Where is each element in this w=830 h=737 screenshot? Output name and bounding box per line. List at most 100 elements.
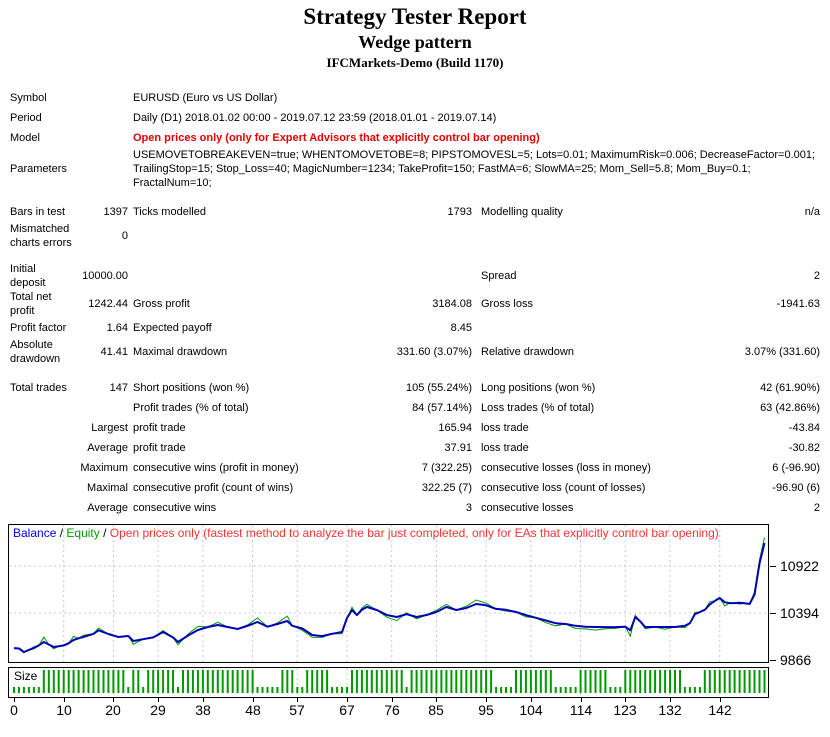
row-label: Total trades: [10, 382, 67, 394]
balance-equity-plot: [9, 525, 768, 662]
size-bar: [375, 670, 378, 693]
size-bar: [211, 670, 214, 693]
size-bar: [206, 670, 209, 693]
x-axis-label: 95: [478, 702, 494, 718]
table-group-gap: [0, 190, 830, 202]
size-bar: [261, 687, 264, 693]
row-label: Bars in test: [10, 206, 66, 218]
size-bar: [360, 670, 363, 693]
size-bar: [644, 670, 647, 693]
size-bar: [430, 670, 433, 693]
size-bar: [470, 670, 473, 693]
size-bar: [758, 670, 761, 693]
size-bar: [152, 670, 155, 693]
size-bar: [495, 687, 498, 693]
row-value-3: -43.84: [788, 422, 820, 434]
legend-separator: /: [56, 526, 67, 540]
report-title: Strategy Tester Report: [303, 4, 527, 29]
size-bar: [490, 670, 493, 693]
size-label: Size: [12, 669, 40, 683]
table-group-gap: [0, 366, 830, 378]
size-bar: [544, 670, 547, 693]
row-label-2: consecutive profit (count of wins): [133, 482, 294, 494]
size-bar: [639, 670, 642, 693]
size-bars-plot: [13, 668, 766, 695]
row-label-3: consecutive losses: [481, 502, 574, 514]
size-bar: [351, 670, 353, 693]
row-label: Symbol: [10, 92, 47, 104]
size-bar: [311, 670, 314, 693]
row-label-3: Loss trades (% of total): [481, 402, 595, 414]
size-bar: [589, 670, 592, 693]
report-row: Period Daily (D1) 2018.01.02 00:00 - 2019…: [0, 108, 830, 128]
row-value-1: 0: [121, 230, 128, 242]
size-bar: [385, 670, 388, 693]
report-row: Absolute drawdown 41.41 Maximal drawdown 33…: [0, 338, 830, 366]
size-bar: [564, 687, 567, 693]
row-label-3: Gross loss: [481, 298, 533, 310]
row-value-2: 8.45: [450, 322, 472, 334]
x-axis-label: 132: [658, 702, 682, 718]
size-bar: [57, 670, 60, 693]
balance-line: [13, 542, 766, 653]
row-value-1: Average: [87, 442, 128, 454]
row-wide-value: Daily (D1) 2018.01.02 00:00 - 2019.07.12…: [133, 112, 497, 124]
report-row: Initial deposit 10000.00 Spread 2: [0, 262, 830, 290]
size-bar: [306, 670, 309, 693]
size-bar: [594, 670, 597, 693]
x-axis-label: 67: [339, 702, 355, 718]
size-bar: [753, 670, 756, 693]
size-bar: [97, 670, 100, 693]
size-bar: [162, 670, 165, 693]
row-label-3: Spread: [481, 270, 517, 282]
report-row: Total net profit 1242.44 Gross profit 3184.…: [0, 290, 830, 318]
size-bar: [698, 687, 701, 693]
row-value-3: 2: [813, 502, 820, 514]
x-axis-tick: [720, 698, 721, 702]
row-value-2: 37.91: [444, 442, 472, 454]
size-bar: [301, 687, 304, 693]
x-axis-tick: [14, 698, 15, 702]
x-axis-label: 29: [150, 702, 166, 718]
x-axis-label: 142: [708, 702, 732, 718]
size-bar: [18, 687, 20, 693]
size-bar: [664, 670, 667, 693]
report-row: Mismatched charts errors 0: [0, 222, 830, 250]
size-bar: [723, 670, 726, 693]
size-bar: [584, 670, 587, 693]
report-row: Profit factor 1.64 Expected payoff 8.45: [0, 318, 830, 338]
size-bar: [688, 687, 691, 693]
row-label-2: Short positions (won %): [133, 382, 250, 394]
x-axis-tick: [347, 698, 348, 702]
size-bar: [196, 670, 199, 693]
row-value-1: 41.41: [100, 346, 128, 358]
size-bar: [231, 670, 234, 693]
size-bar: [569, 687, 572, 693]
size-bar: [142, 687, 145, 693]
size-bar: [485, 670, 488, 693]
size-bar: [216, 670, 219, 693]
size-bar: [713, 670, 716, 693]
report-row: Average consecutive wins 3 consecutive loss…: [0, 498, 830, 518]
size-bar: [679, 670, 681, 693]
size-bar: [296, 687, 299, 693]
x-axis-label: 57: [289, 702, 305, 718]
y-axis-tick: [770, 566, 776, 567]
size-bar: [331, 687, 334, 693]
report-header: Strategy Tester Report Wedge pattern IFC…: [0, 0, 830, 71]
report-row: Largest profit trade 165.94 loss trade -43.8…: [0, 418, 830, 438]
size-bar: [221, 670, 224, 693]
size-bar: [733, 670, 736, 693]
size-bar: [241, 670, 244, 693]
y-axis-tick: [770, 613, 776, 614]
size-bar: [599, 670, 602, 693]
size-bar: [177, 687, 179, 693]
size-bar: [186, 670, 189, 693]
table-group-gap: [0, 250, 830, 262]
size-bar: [708, 670, 711, 693]
server-build: IFCMarkets-Demo (Build 1170): [326, 55, 504, 70]
report-row: Maximum consecutive wins (profit in money…: [0, 458, 830, 478]
x-axis-label: 85: [428, 702, 444, 718]
x-axis-tick: [158, 698, 159, 702]
